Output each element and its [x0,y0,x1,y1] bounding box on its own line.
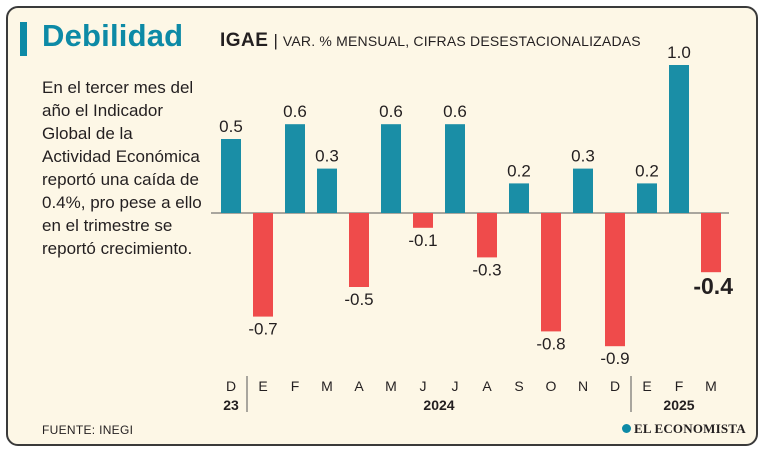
data-label: -0.5 [344,290,373,309]
data-label: 0.2 [635,161,659,180]
x-tick-label: F [291,378,300,394]
year-label: 2025 [663,397,694,413]
x-tick-label: M [705,378,717,394]
data-label: 0.6 [443,102,467,121]
bar [381,124,401,213]
bar [445,124,465,213]
data-label: -0.1 [408,231,437,250]
data-label: -0.3 [472,260,501,279]
bar [285,124,305,213]
bar [253,213,273,317]
data-label: 0.2 [507,161,531,180]
bar [221,139,241,213]
title-accent-bar [20,22,27,56]
page-title: Debilidad [42,18,184,53]
bar [349,213,369,287]
x-tick-label: S [514,378,523,394]
bar [669,65,689,213]
x-tick-label: D [610,378,620,394]
data-label: 0.5 [219,117,243,136]
x-tick-label: A [354,378,364,394]
x-tick-label: F [675,378,684,394]
logo-text: EL ECONOMISTA [634,421,746,436]
x-tick-label: J [452,378,459,394]
chart-subtitle: VAR. % MENSUAL, CIFRAS DESESTACIONALIZAD… [282,33,641,49]
bar [317,168,337,213]
year-label: 23 [223,397,239,413]
x-tick-label: E [642,378,651,394]
infographic-card: Debilidad En el tercer mes del año el In… [6,6,758,446]
x-tick-label: O [546,378,557,394]
bar [477,213,497,258]
data-label: 1.0 [667,43,691,62]
description-text: En el tercer mes del año el Indicador Gl… [42,78,202,258]
x-tick-label: D [226,378,236,394]
bar [413,213,433,228]
bar [541,213,561,332]
bar [605,213,625,347]
x-tick-label: N [578,378,588,394]
x-tick-label: E [258,378,267,394]
data-label: -0.4 [693,273,733,299]
data-label: 0.3 [571,147,595,166]
x-tick-label: J [420,378,427,394]
data-label: 0.6 [283,102,307,121]
bar [573,168,593,213]
x-tick-label: A [482,378,492,394]
data-label: -0.7 [248,320,277,339]
chart-header: IGAE | VAR. % MENSUAL, CIFRAS DESESTACIONA… [220,30,641,52]
bar [509,183,529,213]
data-label: 0.3 [315,147,339,166]
chart-title: IGAE [220,30,269,51]
data-label: -0.8 [536,334,565,353]
x-tick-label: M [321,378,333,394]
bar [637,183,657,213]
bar [701,213,721,273]
x-tick-label: M [385,378,397,394]
logo-icon [622,424,631,433]
source-note: FUENTE: INEGI [42,423,134,437]
data-label: 0.6 [379,102,403,121]
publisher-logo: EL ECONOMISTA [622,421,746,437]
title-separator: | [273,31,278,50]
data-label: -0.9 [600,349,629,368]
year-label: 2024 [423,397,454,413]
